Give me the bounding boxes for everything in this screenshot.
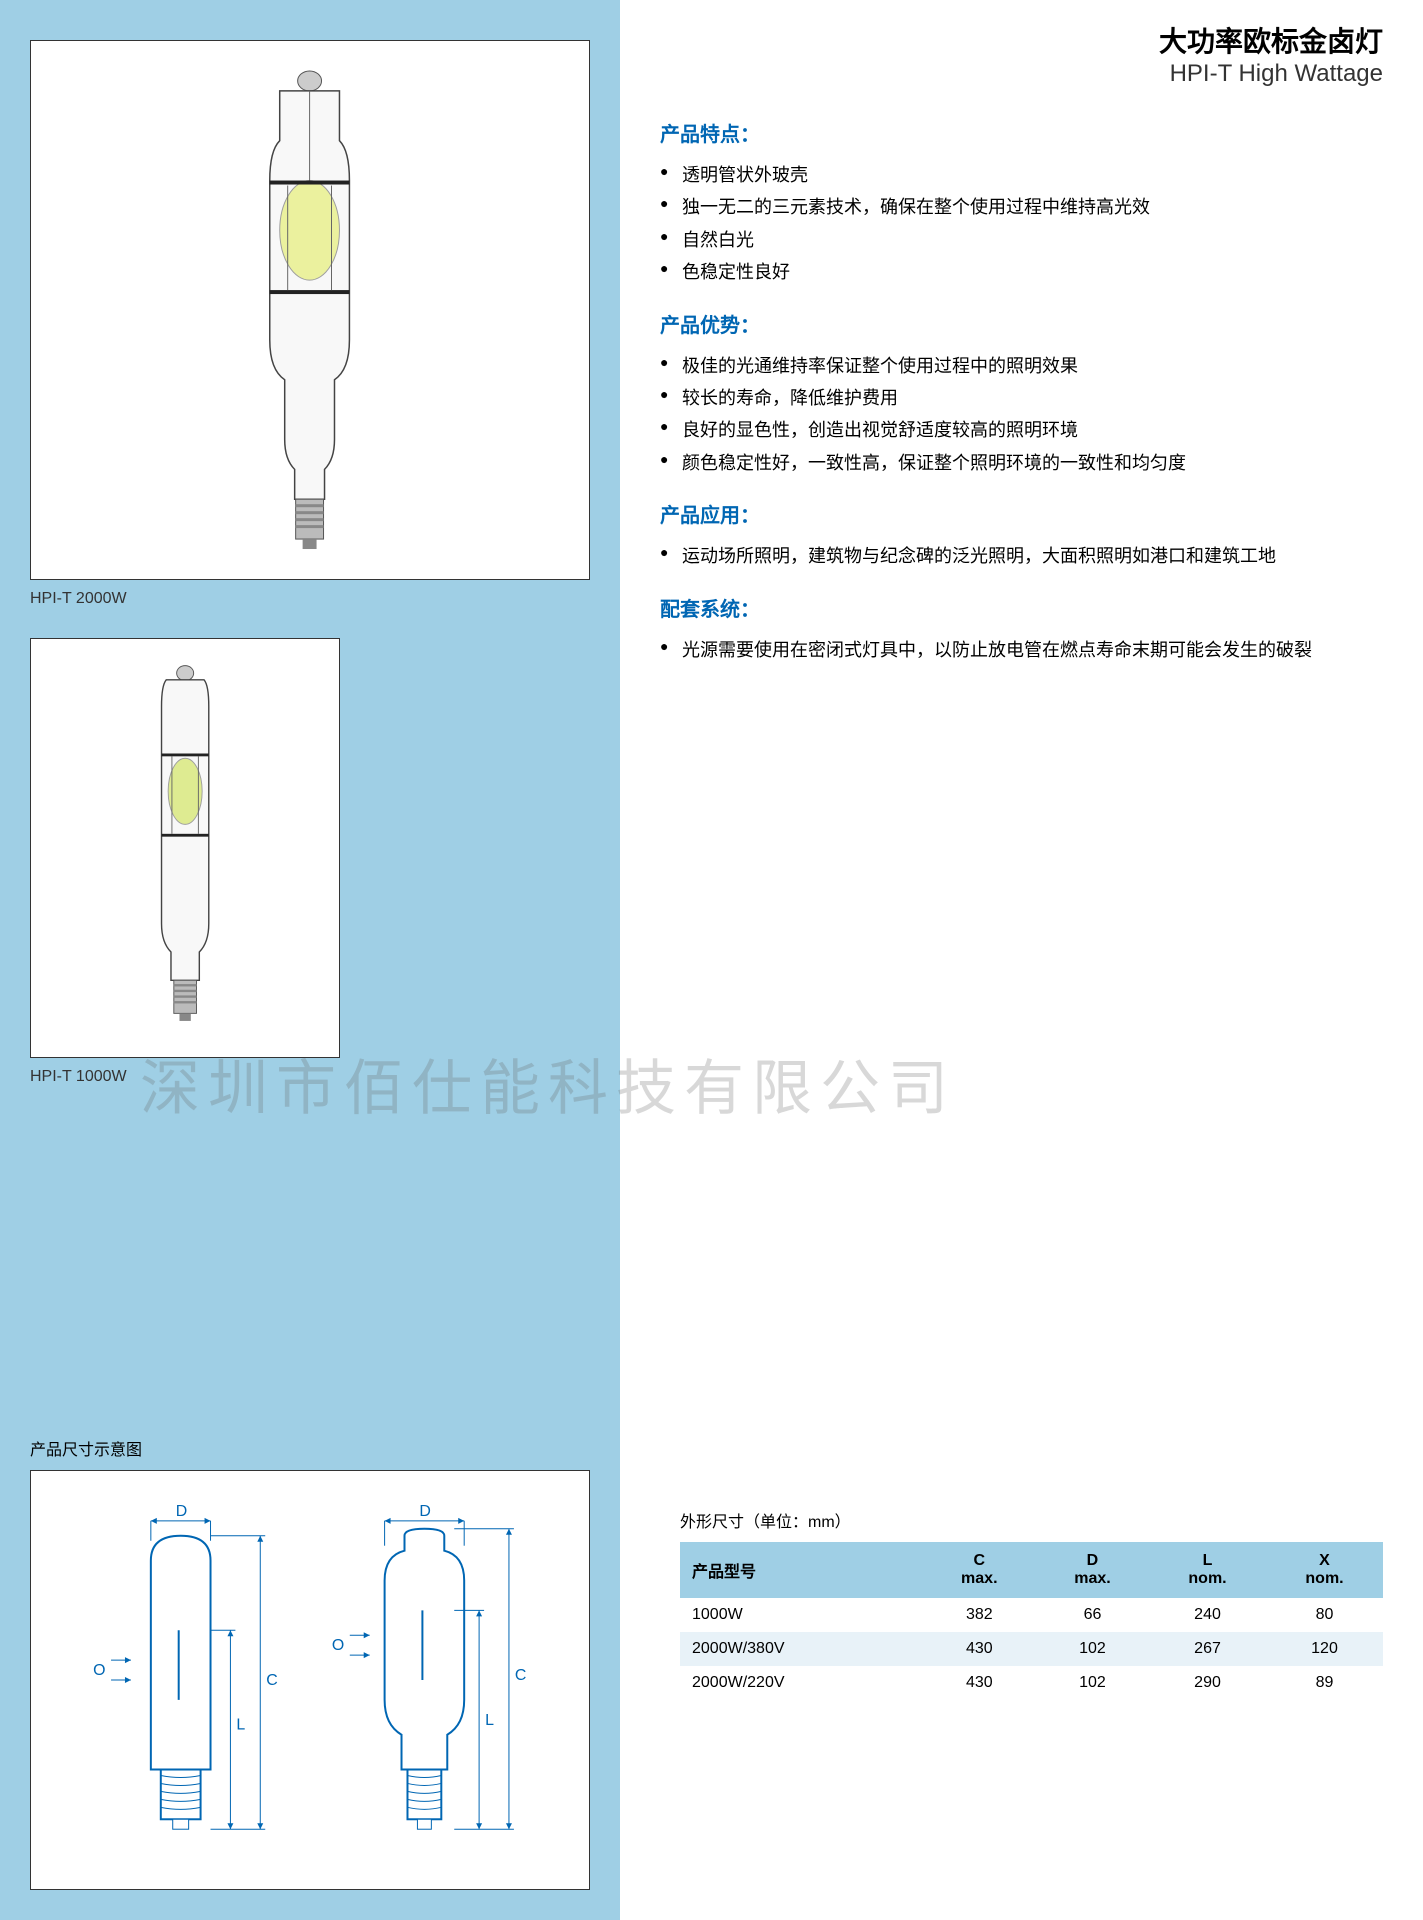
table-cell: 66: [1036, 1598, 1149, 1632]
section-title: 产品优势：: [660, 309, 1383, 338]
svg-text:D: D: [419, 1503, 431, 1520]
svg-text:O: O: [93, 1662, 105, 1679]
sections-container: 产品特点： 透明管状外玻壳独一无二的三元素技术，确保在整个使用过程中维持高光效自然…: [660, 118, 1383, 666]
bullet-item: 运动场所照明，建筑物与纪念碑的泛光照明，大面积照明如港口和建筑工地: [660, 540, 1383, 572]
svg-text:D: D: [176, 1503, 188, 1520]
table-header: L nom.: [1149, 1542, 1266, 1598]
bullet-item: 极佳的光通维持率保证整个使用过程中的照明效果: [660, 350, 1383, 382]
dimensions-table: 产品型号C max.D max.L nom.X nom. 1000W382662…: [680, 1542, 1383, 1700]
dimensions-section: 外形尺寸（单位：mm） 产品型号C max.D max.L nom.X nom.…: [680, 1508, 1383, 1700]
product-image-1000w: [30, 638, 340, 1058]
svg-text:L: L: [485, 1712, 494, 1729]
bullet-item: 较长的寿命，降低维护费用: [660, 382, 1383, 414]
table-header: D max.: [1036, 1542, 1149, 1598]
table-row: 2000W/220V43010229089: [680, 1666, 1383, 1700]
diagram-title: 产品尺寸示意图: [30, 1436, 590, 1460]
left-column: HPI-T 2000W HPI-T 1000W 产品尺寸示意图: [0, 0, 620, 1920]
section-title: 产品特点：: [660, 118, 1383, 147]
table-header: C max.: [923, 1542, 1036, 1598]
diagram-section: 产品尺寸示意图 D: [30, 1436, 590, 1890]
page: HPI-T 2000W HPI-T 1000W 产品尺寸示意图: [0, 0, 1423, 1920]
table-header: 产品型号: [680, 1542, 923, 1598]
table-cell: 120: [1266, 1632, 1383, 1666]
bullet-list: 光源需要使用在密闭式灯具中，以防止放电管在燃点寿命末期可能会发生的破裂: [660, 634, 1383, 666]
section-title: 配套系统：: [660, 593, 1383, 622]
table-row: 2000W/380V430102267120: [680, 1632, 1383, 1666]
table-cell: 89: [1266, 1666, 1383, 1700]
table-header: X nom.: [1266, 1542, 1383, 1598]
svg-text:C: C: [515, 1667, 527, 1684]
table-cell: 2000W/220V: [680, 1666, 923, 1700]
table-cell: 102: [1036, 1666, 1149, 1700]
table-cell: 240: [1149, 1598, 1266, 1632]
product-image-2000w: [30, 40, 590, 580]
table-cell: 267: [1149, 1632, 1266, 1666]
bullet-item: 自然白光: [660, 224, 1383, 256]
table-cell: 102: [1036, 1632, 1149, 1666]
bullet-list: 极佳的光通维持率保证整个使用过程中的照明效果较长的寿命，降低维护费用良好的显色性…: [660, 350, 1383, 480]
diagram-box: D: [30, 1470, 590, 1890]
bulb-1000w-svg: [119, 659, 251, 1037]
table-cell: 2000W/380V: [680, 1632, 923, 1666]
header: 大功率欧标金卤灯 HPI-T High Wattage: [660, 20, 1383, 88]
table-row: 1000W3826624080: [680, 1598, 1383, 1632]
table-cell: 80: [1266, 1598, 1383, 1632]
table-cell: 1000W: [680, 1598, 923, 1632]
table-cell: 290: [1149, 1666, 1266, 1700]
caption-1000w: HPI-T 1000W: [30, 1068, 590, 1086]
svg-text:O: O: [332, 1637, 344, 1654]
bullet-list: 透明管状外玻壳独一无二的三元素技术，确保在整个使用过程中维持高光效自然白光色稳定…: [660, 159, 1383, 289]
bulb-2000w-svg: [210, 61, 409, 559]
bullet-item: 颜色稳定性好，一致性高，保证整个照明环境的一致性和均匀度: [660, 447, 1383, 479]
svg-text:C: C: [266, 1672, 278, 1689]
svg-text:L: L: [236, 1717, 245, 1734]
bullet-list: 运动场所照明，建筑物与纪念碑的泛光照明，大面积照明如港口和建筑工地: [660, 540, 1383, 572]
table-cell: 430: [923, 1632, 1036, 1666]
bullet-item: 独一无二的三元素技术，确保在整个使用过程中维持高光效: [660, 191, 1383, 223]
dimension-diagram-svg: D: [51, 1491, 569, 1869]
table-cell: 382: [923, 1598, 1036, 1632]
bullet-item: 良好的显色性，创造出视觉舒适度较高的照明环境: [660, 414, 1383, 446]
dimensions-title: 外形尺寸（单位：mm）: [680, 1508, 1383, 1532]
caption-2000w: HPI-T 2000W: [30, 590, 590, 608]
bullet-item: 透明管状外玻壳: [660, 159, 1383, 191]
header-title-zh: 大功率欧标金卤灯: [660, 20, 1383, 60]
header-title-en: HPI-T High Wattage: [660, 60, 1383, 88]
bullet-item: 光源需要使用在密闭式灯具中，以防止放电管在燃点寿命末期可能会发生的破裂: [660, 634, 1383, 666]
table-cell: 430: [923, 1666, 1036, 1700]
section-title: 产品应用：: [660, 499, 1383, 528]
bullet-item: 色稳定性良好: [660, 256, 1383, 288]
